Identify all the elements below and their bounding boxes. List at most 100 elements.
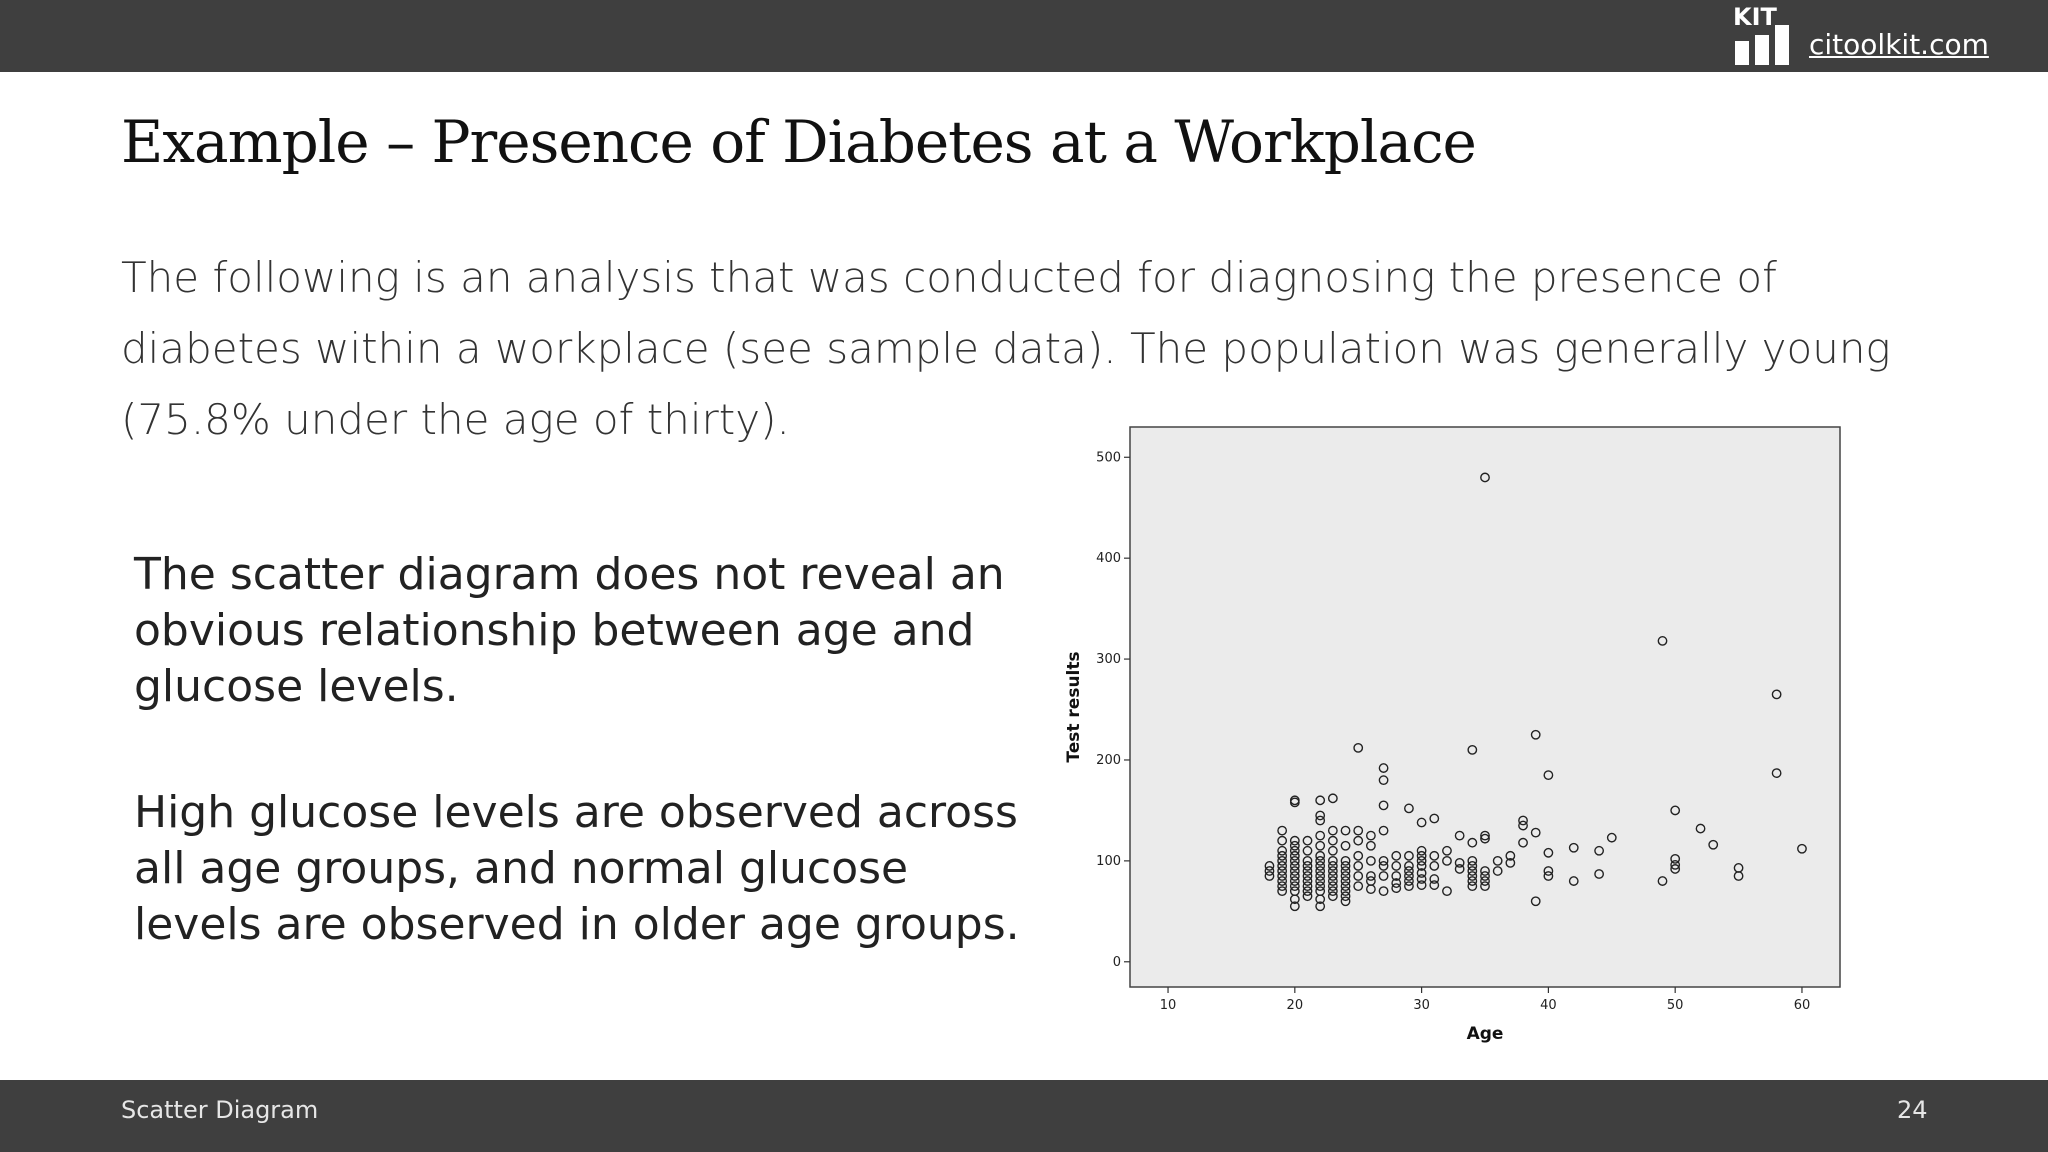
data-point bbox=[1327, 861, 1338, 871]
data-point bbox=[1404, 881, 1414, 891]
data-point bbox=[1771, 768, 1782, 778]
data-point bbox=[1340, 840, 1351, 851]
data-point bbox=[1315, 830, 1326, 841]
data-point bbox=[1797, 843, 1807, 854]
kit-logo: KIT bbox=[1733, 5, 1789, 65]
data-point bbox=[1543, 866, 1554, 876]
data-point bbox=[1416, 868, 1427, 878]
data-point bbox=[1530, 896, 1541, 907]
data-point bbox=[1518, 815, 1528, 826]
data-point bbox=[1657, 636, 1668, 646]
data-point bbox=[1277, 866, 1288, 876]
data-point bbox=[1480, 833, 1490, 844]
data-point bbox=[1378, 825, 1389, 836]
plot-area bbox=[1129, 426, 1841, 988]
data-point bbox=[1695, 823, 1706, 834]
data-point bbox=[1302, 866, 1313, 876]
data-point bbox=[1289, 871, 1300, 881]
data-point bbox=[1416, 861, 1427, 871]
data-point bbox=[1315, 901, 1326, 912]
data-point bbox=[1302, 845, 1313, 856]
data-point bbox=[1416, 880, 1427, 890]
data-point bbox=[1416, 855, 1427, 866]
data-point bbox=[1315, 866, 1326, 876]
data-point bbox=[1353, 881, 1364, 891]
data-point bbox=[1365, 884, 1376, 895]
data-point bbox=[1315, 840, 1326, 851]
data-point bbox=[1391, 861, 1402, 871]
data-point bbox=[1467, 881, 1478, 891]
data-point bbox=[1568, 842, 1579, 853]
data-point bbox=[1404, 803, 1414, 814]
x-tick-label: 50 bbox=[1667, 998, 1684, 1013]
data-point bbox=[1543, 770, 1554, 781]
data-point bbox=[1404, 871, 1414, 881]
data-point bbox=[1327, 871, 1338, 881]
data-point bbox=[1302, 891, 1313, 902]
data-point bbox=[1518, 820, 1528, 831]
data-point bbox=[1365, 871, 1376, 881]
data-point bbox=[1315, 861, 1326, 871]
data-point bbox=[1315, 881, 1326, 891]
x-axis-label: Age bbox=[1467, 1024, 1504, 1044]
data-point bbox=[1416, 874, 1427, 884]
site-link[interactable]: citoolkit.com bbox=[1809, 28, 1989, 61]
data-point bbox=[1733, 871, 1744, 881]
data-point bbox=[1289, 845, 1300, 856]
data-point bbox=[1327, 891, 1338, 902]
data-point bbox=[1391, 878, 1402, 888]
data-point bbox=[1429, 850, 1440, 861]
data-point bbox=[1340, 866, 1351, 876]
data-point bbox=[1289, 850, 1300, 861]
data-point bbox=[1340, 855, 1351, 866]
data-point bbox=[1340, 876, 1351, 886]
data-point bbox=[1606, 832, 1617, 843]
data-point bbox=[1302, 876, 1313, 886]
data-point bbox=[1378, 886, 1389, 897]
data-point bbox=[1353, 835, 1364, 846]
data-point bbox=[1492, 855, 1503, 866]
data-point bbox=[1492, 866, 1503, 876]
data-point bbox=[1670, 860, 1681, 870]
data-point bbox=[1302, 835, 1313, 846]
data-point bbox=[1353, 825, 1364, 836]
y-tick-label: 400 bbox=[1096, 551, 1121, 566]
data-point bbox=[1378, 800, 1389, 811]
data-point bbox=[1391, 850, 1402, 861]
y-tick-label: 300 bbox=[1096, 652, 1121, 667]
data-point bbox=[1289, 840, 1300, 851]
data-point bbox=[1391, 871, 1402, 881]
page-number: 24 bbox=[1897, 1096, 1928, 1124]
data-point bbox=[1429, 880, 1440, 890]
data-point bbox=[1315, 850, 1326, 861]
data-point bbox=[1404, 866, 1414, 876]
data-point bbox=[1277, 881, 1288, 891]
data-point bbox=[1327, 835, 1338, 846]
data-point bbox=[1327, 855, 1338, 866]
data-point bbox=[1378, 855, 1389, 866]
data-point bbox=[1429, 813, 1440, 824]
data-point bbox=[1327, 825, 1338, 836]
footer-bar bbox=[0, 1080, 2048, 1152]
data-point bbox=[1302, 881, 1313, 891]
data-point bbox=[1277, 825, 1288, 836]
data-point bbox=[1480, 876, 1490, 886]
data-point bbox=[1467, 871, 1478, 881]
data-point bbox=[1378, 871, 1389, 881]
data-point bbox=[1327, 886, 1338, 897]
data-point bbox=[1365, 840, 1376, 851]
x-tick-label: 40 bbox=[1540, 998, 1557, 1013]
data-point bbox=[1289, 901, 1300, 912]
data-point bbox=[1670, 864, 1681, 874]
data-point bbox=[1264, 861, 1275, 871]
data-point bbox=[1289, 876, 1300, 886]
data-point bbox=[1289, 861, 1300, 871]
data-point bbox=[1429, 861, 1440, 871]
data-point bbox=[1315, 855, 1326, 866]
data-point bbox=[1340, 896, 1351, 907]
y-tick-label: 0 bbox=[1113, 955, 1121, 970]
data-point bbox=[1327, 845, 1338, 856]
data-point bbox=[1594, 845, 1605, 856]
data-point bbox=[1480, 866, 1490, 876]
data-point bbox=[1327, 866, 1338, 876]
